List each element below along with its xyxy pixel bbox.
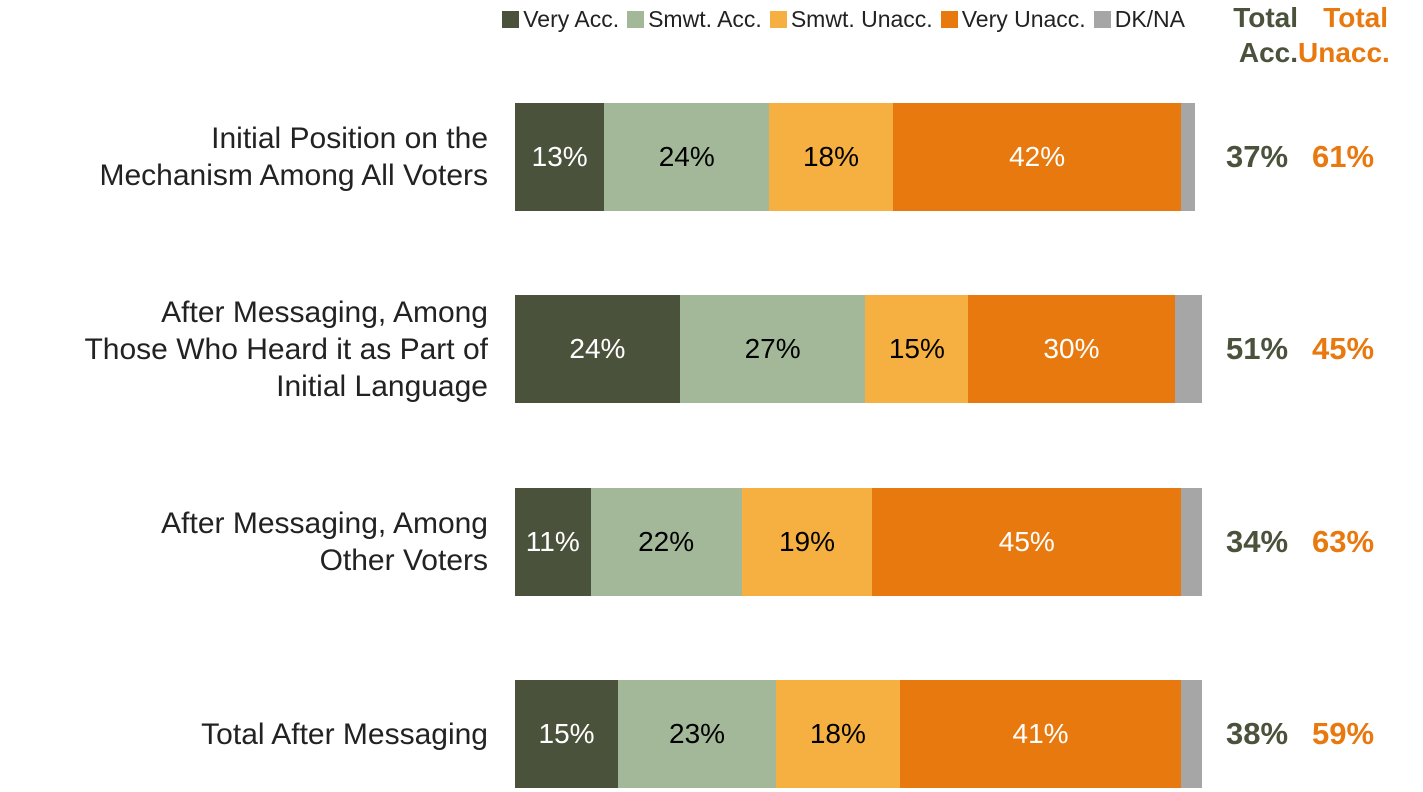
data-label: 42%: [1009, 141, 1066, 172]
bar-segment: [865, 295, 969, 403]
bar-segment: [769, 103, 893, 211]
bar-segment: [515, 103, 605, 211]
bar-segment: [872, 488, 1182, 596]
total-value: 34%: [1225, 524, 1289, 559]
bar-segment: [679, 295, 866, 403]
data-label: 23%: [669, 718, 726, 749]
bar-segment: [515, 680, 619, 788]
bar-segment: [515, 295, 680, 403]
data-label: 30%: [1043, 333, 1100, 364]
bar-segment: [968, 295, 1175, 403]
bar-segment: [776, 680, 900, 788]
data-label: 11%: [525, 526, 580, 557]
total-header: Total Unacc.: [1298, 2, 1390, 68]
bar-segment: [1181, 103, 1196, 211]
total-value: 63%: [1311, 524, 1375, 559]
bar-segment: [892, 103, 1182, 211]
legend-label: DK/NA: [1114, 6, 1185, 32]
data-label: 13%: [531, 141, 588, 172]
data-label: 45%: [998, 526, 1055, 557]
legend-swatch: [940, 11, 958, 28]
bar-segment: [590, 488, 742, 596]
legend-swatch: [769, 11, 787, 28]
legend-item: Smwt. Unacc.: [769, 6, 933, 33]
total-value: 51%: [1225, 331, 1289, 366]
bar-segment: [1181, 680, 1202, 788]
legend-swatch: [627, 11, 645, 28]
category-label: Initial Position on the Mechanism Among …: [99, 122, 488, 192]
legend-item: Smwt. Acc.: [627, 6, 762, 33]
legend-label: Very Acc.: [523, 6, 620, 32]
legend-item: Very Unacc.: [940, 6, 1086, 33]
legend-swatch: [502, 11, 520, 28]
bar-segment: [515, 488, 591, 596]
legend-label: Smwt. Unacc.: [790, 6, 933, 32]
total-value: 45%: [1311, 331, 1375, 366]
bar-segment: [1174, 295, 1202, 403]
category-label: Total After Messaging: [201, 717, 488, 751]
bar-segment: [741, 488, 873, 596]
data-label: 41%: [1012, 718, 1069, 749]
legend: Very Acc. Smwt. Acc. Smwt. Unacc. Very Unac…: [494, 6, 1185, 33]
legend-item: Very Acc.: [502, 6, 619, 33]
bar-segment: [604, 103, 770, 211]
legend-label: Smwt. Acc.: [648, 6, 762, 32]
total-value: 38%: [1225, 716, 1289, 751]
total-value: 37%: [1225, 139, 1289, 174]
total-header: Total Acc.: [1233, 2, 1298, 68]
category-label: After Messaging, Among Those Who Heard i…: [84, 295, 488, 403]
data-label: 19%: [778, 526, 835, 557]
category-label: After Messaging, Among Other Voters: [161, 507, 488, 577]
data-label: 15%: [888, 333, 945, 364]
data-label: 22%: [638, 526, 695, 557]
legend-label: Very Unacc.: [961, 6, 1086, 32]
data-label: 18%: [802, 141, 860, 172]
data-label: 27%: [744, 333, 801, 364]
data-label: 24%: [658, 141, 715, 172]
data-label: 24%: [569, 333, 626, 364]
bar-segment: [618, 680, 777, 788]
bar-segment: [1181, 488, 1202, 596]
data-label: 18%: [809, 718, 866, 749]
legend-swatch: [1093, 11, 1111, 28]
total-value: 59%: [1311, 716, 1375, 751]
total-value: 61%: [1311, 139, 1375, 174]
legend-item: DK/NA: [1093, 6, 1185, 33]
data-label: 15%: [538, 718, 595, 749]
bar-segment: [899, 680, 1182, 788]
